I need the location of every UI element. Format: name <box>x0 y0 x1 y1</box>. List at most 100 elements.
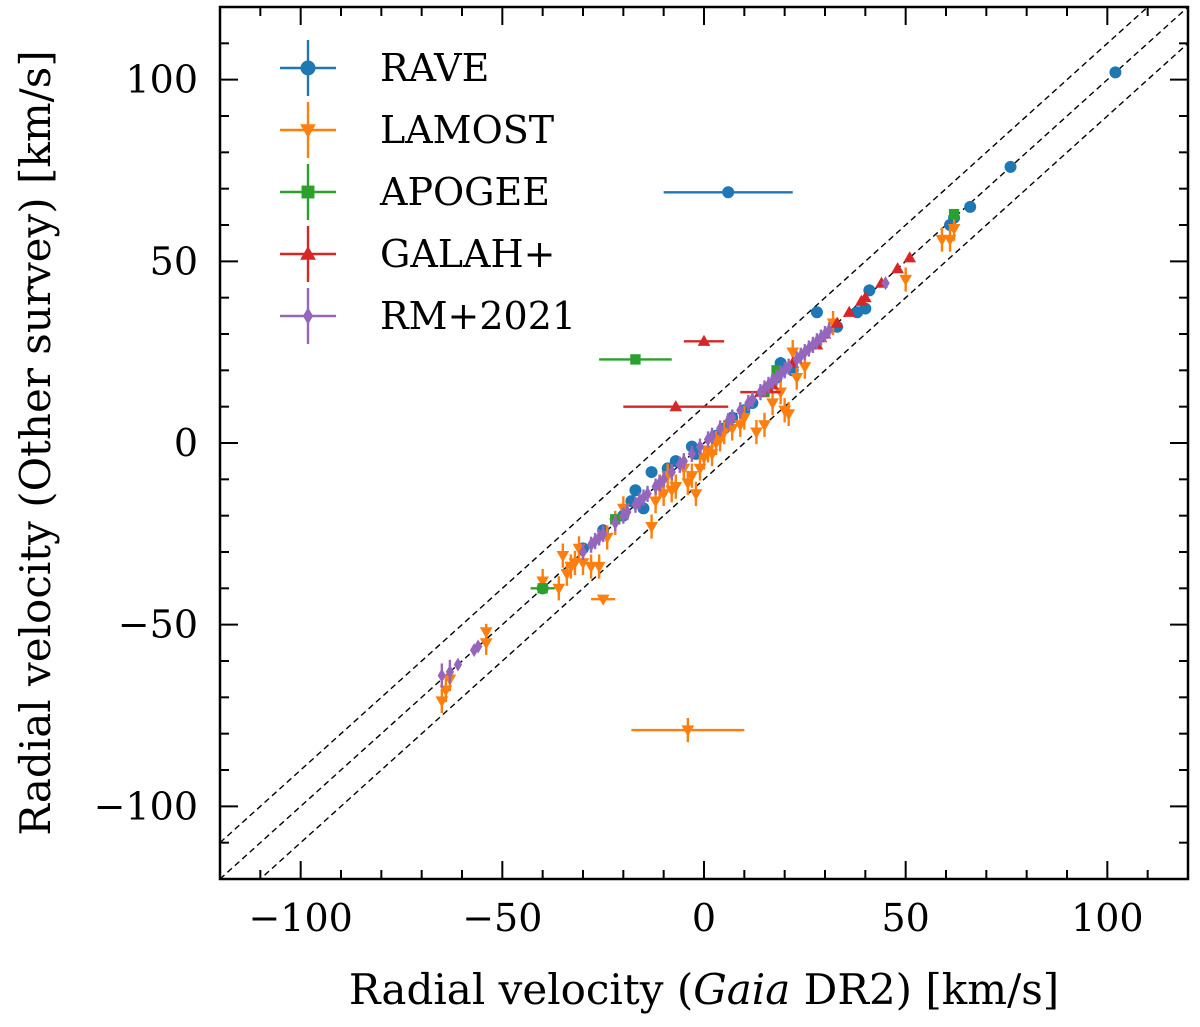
x-axis-label: Radial velocity (Gaia DR2) [km/s] <box>349 965 1059 1014</box>
data-point <box>630 354 641 365</box>
y-axis-label: Radial velocity (Other survey) [km/s] <box>11 50 60 836</box>
data-point <box>737 412 751 425</box>
data-point <box>435 696 449 708</box>
data-point <box>479 627 493 639</box>
data-point <box>439 685 453 697</box>
data-point <box>947 224 961 236</box>
data-point <box>645 466 658 479</box>
data-point <box>705 449 719 461</box>
data-point <box>790 372 804 385</box>
x-tick-label: −50 <box>462 896 542 940</box>
data-point <box>681 725 695 737</box>
data-point <box>629 484 642 497</box>
y-tick-label: −50 <box>118 603 198 647</box>
data-series-layer <box>435 66 1122 743</box>
legend-label: RAVE <box>380 46 489 90</box>
data-point <box>578 544 588 560</box>
data-point <box>689 489 703 501</box>
data-point <box>722 186 735 199</box>
data-point <box>758 420 771 432</box>
data-point <box>935 234 949 247</box>
data-point <box>643 486 652 501</box>
data-point <box>657 489 671 501</box>
data-point <box>728 410 737 425</box>
data-point <box>903 251 917 263</box>
data-point <box>445 664 455 679</box>
x-tick-label: 0 <box>692 896 716 940</box>
data-point <box>669 400 683 412</box>
data-point <box>693 463 707 475</box>
data-point <box>824 323 834 338</box>
data-point <box>659 472 668 487</box>
data-point <box>750 427 763 439</box>
legend-marker <box>300 60 316 76</box>
data-point <box>964 200 977 213</box>
data-point <box>830 316 844 328</box>
data-point <box>881 276 890 291</box>
data-point <box>786 347 800 359</box>
data-point <box>556 551 570 563</box>
data-point <box>568 558 582 570</box>
data-point <box>695 439 705 454</box>
data-point <box>766 398 779 410</box>
data-point <box>679 454 688 469</box>
data-point <box>584 561 598 574</box>
tick-labels: −100 −50 0 50 100 −100 −50 0 50 100 <box>94 58 1144 940</box>
data-point <box>536 576 550 588</box>
y-tick-label: 100 <box>125 58 198 102</box>
x-tick-label: −100 <box>248 896 352 940</box>
data-point <box>552 583 566 595</box>
data-point <box>437 668 446 683</box>
data-point <box>1109 66 1122 79</box>
x-tick-label: 50 <box>881 896 929 940</box>
data-point <box>687 446 697 461</box>
data-point <box>899 274 913 287</box>
data-point <box>798 362 812 374</box>
data-point <box>943 234 957 247</box>
data-point <box>842 305 856 317</box>
data-point <box>592 561 606 574</box>
series-rm-2021 <box>437 276 890 688</box>
data-point <box>611 515 620 530</box>
data-point <box>667 465 676 480</box>
legend-label: GALAH+ <box>380 232 555 276</box>
data-point <box>782 409 796 421</box>
legend: RAVE LAMOST APOGEE GALAH+ RM+2021 <box>280 40 576 344</box>
data-point <box>537 583 548 594</box>
data-point <box>697 334 711 346</box>
legend-marker <box>300 245 316 260</box>
legend-label: APOGEE <box>379 170 550 214</box>
axis-ticks <box>219 6 1189 880</box>
data-point <box>748 392 757 407</box>
data-point <box>685 471 699 483</box>
data-point <box>623 505 632 520</box>
data-point <box>715 421 725 436</box>
data-point <box>733 420 747 432</box>
reference-line-3 <box>259 42 1188 879</box>
legend-label: LAMOST <box>380 108 554 152</box>
legend-marker <box>301 185 315 199</box>
y-tick-label: −100 <box>94 784 198 828</box>
y-tick-label: 0 <box>174 421 198 465</box>
data-point <box>810 306 823 319</box>
data-point <box>784 359 793 374</box>
x-tick-label: 100 <box>1071 896 1144 940</box>
data-point <box>863 284 876 297</box>
data-point <box>891 262 904 274</box>
data-point <box>707 428 717 443</box>
data-point <box>854 294 868 306</box>
data-point <box>697 452 711 465</box>
data-point <box>1004 160 1017 173</box>
data-point <box>645 521 658 534</box>
legend-marker <box>300 124 316 139</box>
data-point <box>736 403 745 418</box>
data-point <box>596 594 610 606</box>
y-tick-label: 50 <box>150 239 198 283</box>
data-point <box>453 657 463 672</box>
data-point <box>681 478 695 490</box>
legend-marker <box>302 307 314 325</box>
data-point <box>473 639 483 654</box>
reference-line-2 <box>220 7 1149 844</box>
